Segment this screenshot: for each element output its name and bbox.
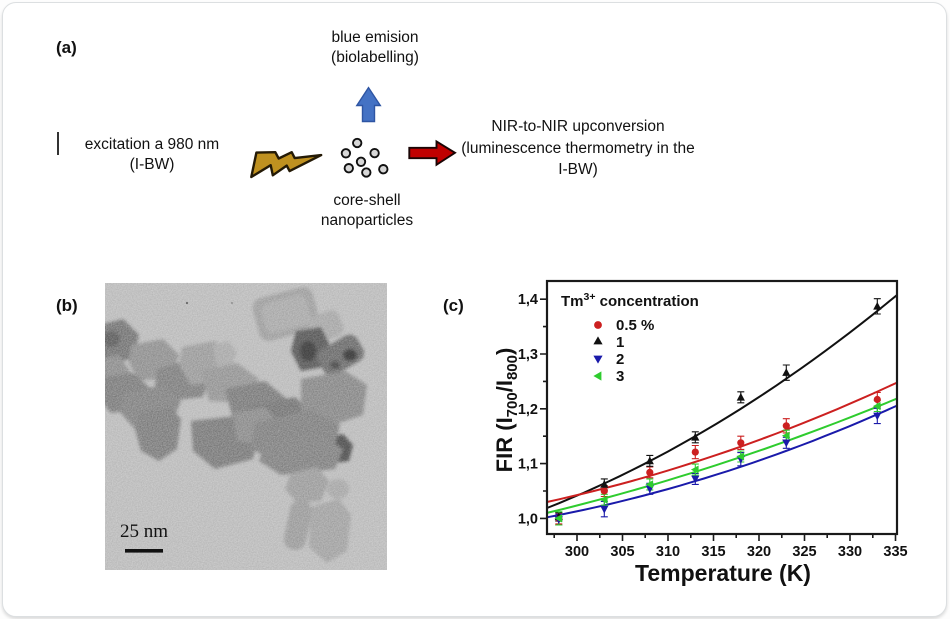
svg-text:1,0: 1,0 [518,511,538,527]
svg-text:1,4: 1,4 [518,292,538,308]
svg-text:325: 325 [792,544,816,560]
svg-text:25 nm: 25 nm [120,521,168,542]
svg-text:320: 320 [747,544,771,560]
svg-text:1,3: 1,3 [518,347,538,363]
svg-text:315: 315 [701,544,725,560]
svg-text:1: 1 [616,334,624,351]
svg-text:300: 300 [565,544,589,560]
svg-text:305: 305 [610,544,634,560]
svg-text:0.5 %: 0.5 % [616,317,654,334]
svg-text:330: 330 [838,544,862,560]
svg-text:1,2: 1,2 [518,402,538,418]
svg-text:1,1: 1,1 [518,457,538,473]
svg-text:Tm3+ concentration: Tm3+ concentration [561,291,699,310]
svg-text:2: 2 [616,351,624,368]
svg-text:Temperature (K): Temperature (K) [635,560,811,586]
svg-text:310: 310 [656,544,680,560]
svg-text:3: 3 [616,368,624,385]
svg-text:335: 335 [883,544,907,560]
svg-text:FIR (I700/I800): FIR (I700/I800) [492,348,521,473]
